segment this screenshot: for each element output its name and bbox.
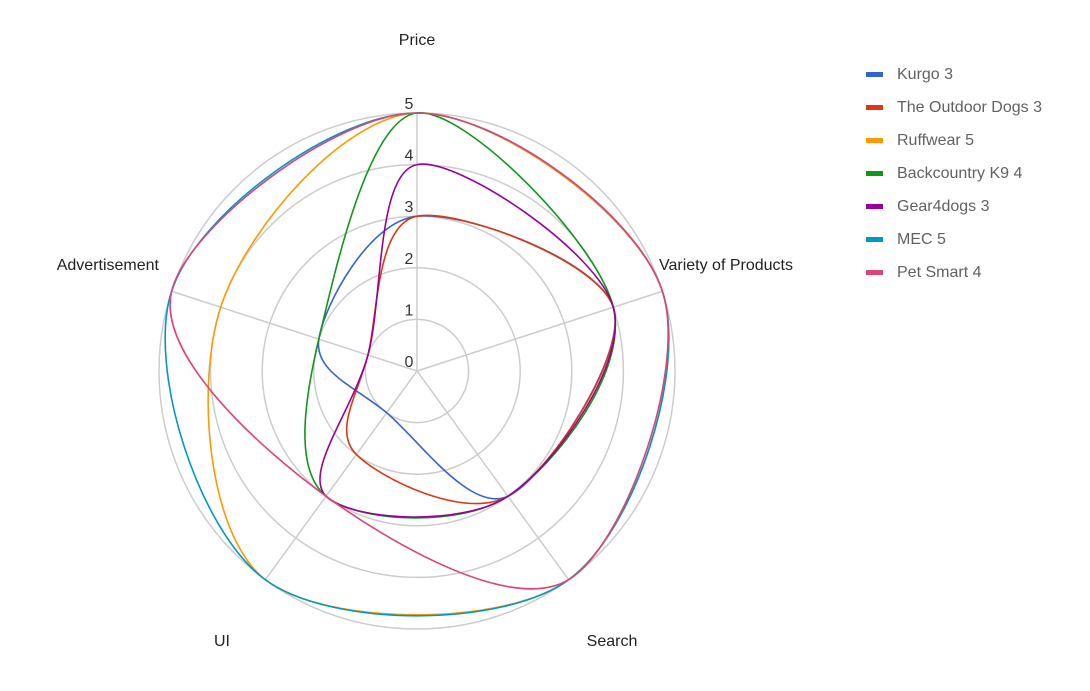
- tick-label-0: 0: [405, 354, 414, 371]
- axis-label-0: Price: [399, 32, 436, 49]
- legend-swatch: [866, 237, 883, 242]
- spoke-4: [171, 290, 418, 372]
- series-line-4[interactable]: [319, 163, 616, 518]
- spoke-1: [416, 290, 663, 372]
- tick-label-1: 1: [405, 302, 414, 319]
- series-line-3[interactable]: [304, 112, 616, 519]
- legend-swatch: [866, 138, 883, 143]
- spoke-3: [264, 370, 418, 581]
- legend-swatch: [866, 204, 883, 209]
- legend-label: Pet Smart 4: [897, 263, 982, 281]
- legend-item[interactable]: MEC 5: [866, 223, 1042, 256]
- legend-item[interactable]: Backcountry K9 4: [866, 157, 1042, 190]
- tick-label-2: 2: [405, 251, 414, 268]
- legend-label: MEC 5: [897, 230, 946, 248]
- tick-labels: 0 1 2 3 4 5: [405, 96, 414, 371]
- legend: Kurgo 3 The Outdoor Dogs 3 Ruffwear 5 Backc…: [866, 58, 1042, 289]
- legend-swatch: [866, 105, 883, 110]
- spoke-2: [416, 370, 570, 581]
- tick-label-3: 3: [405, 199, 414, 216]
- legend-swatch: [866, 171, 883, 176]
- tick-label-5: 5: [405, 96, 414, 113]
- legend-label: Kurgo 3: [897, 65, 954, 83]
- series-line-1[interactable]: [345, 214, 616, 505]
- legend-swatch: [866, 72, 883, 77]
- tick-label-4: 4: [405, 148, 414, 165]
- series-line-6[interactable]: [169, 112, 669, 590]
- legend-label: The Outdoor Dogs 3: [897, 98, 1042, 116]
- legend-label: Gear4dogs 3: [897, 197, 990, 215]
- legend-swatch: [866, 270, 883, 275]
- legend-item[interactable]: Gear4dogs 3: [866, 190, 1042, 223]
- legend-item[interactable]: Ruffwear 5: [866, 124, 1042, 157]
- legend-label: Backcountry K9 4: [897, 164, 1023, 182]
- legend-item[interactable]: The Outdoor Dogs 3: [866, 91, 1042, 124]
- axis-label-2: Search: [587, 633, 638, 650]
- legend-item[interactable]: Kurgo 3: [866, 58, 1042, 91]
- axis-labels: Price Variety of Products Search UI Advertis…: [57, 32, 793, 650]
- legend-label: Ruffwear 5: [897, 131, 975, 149]
- axis-label-1: Variety of Products: [659, 257, 793, 274]
- axis-label-3: UI: [214, 633, 230, 650]
- legend-item[interactable]: Pet Smart 4: [866, 256, 1042, 289]
- axis-label-4: Advertisement: [57, 257, 160, 274]
- series-layer: [164, 112, 670, 617]
